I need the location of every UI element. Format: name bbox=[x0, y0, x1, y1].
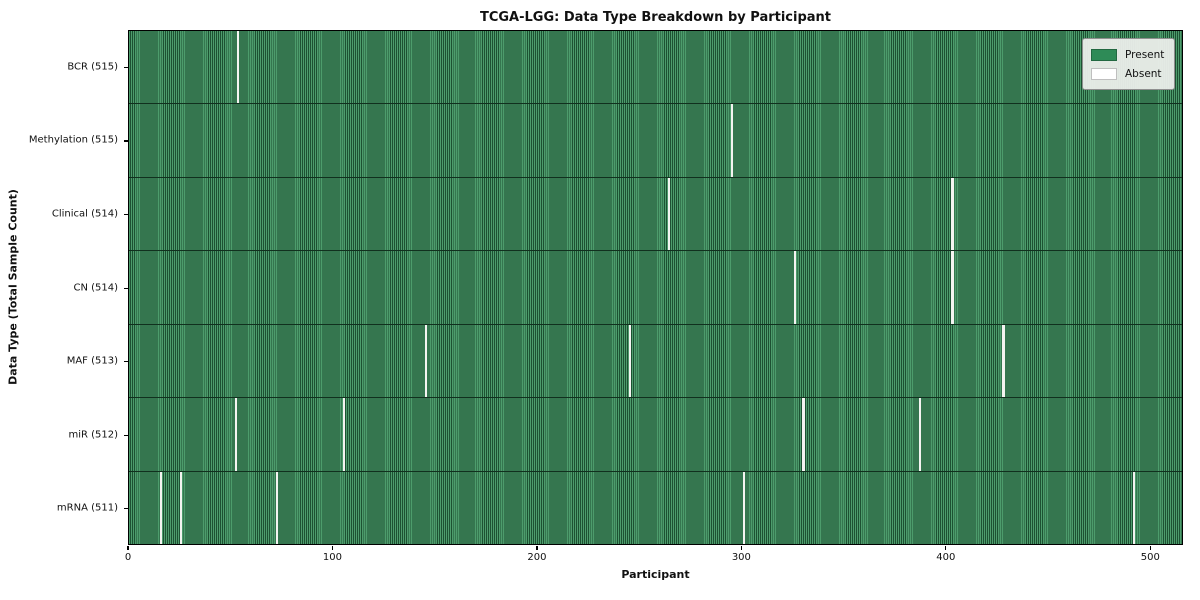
xtick-mark bbox=[740, 546, 742, 550]
ytick-label: miR (512) bbox=[68, 429, 118, 441]
heatmap-row-clinical bbox=[129, 176, 1182, 251]
ytick-mark bbox=[124, 287, 128, 289]
y-axis: BCR (515) Methylation (515) Clinical (514)… bbox=[0, 30, 122, 545]
heatmap-row-cn bbox=[129, 250, 1182, 324]
xtick-label: 300 bbox=[731, 552, 751, 563]
xtick-label: 500 bbox=[1140, 552, 1160, 563]
absent-marker bbox=[628, 324, 632, 398]
absent-marker bbox=[667, 177, 670, 251]
absent-swatch-icon bbox=[1091, 67, 1117, 80]
absent-marker bbox=[1132, 471, 1136, 544]
ytick-label: Clinical (514) bbox=[51, 208, 118, 220]
legend-label: Present bbox=[1125, 48, 1165, 61]
heatmap-row-mir bbox=[129, 397, 1182, 471]
legend-label: Absent bbox=[1125, 67, 1162, 80]
absent-marker bbox=[918, 398, 921, 471]
absent-marker bbox=[237, 31, 240, 104]
absent-marker bbox=[424, 324, 427, 398]
legend: Present Absent bbox=[1082, 38, 1176, 90]
absent-marker bbox=[730, 104, 734, 177]
chart-title: TCGA-LGG: Data Type Breakdown by Partici… bbox=[479, 10, 832, 25]
ytick-mark bbox=[124, 361, 128, 363]
ytick-mark bbox=[124, 66, 128, 68]
ytick-mark bbox=[124, 508, 128, 510]
absent-marker bbox=[951, 177, 954, 251]
xtick-label: 0 bbox=[124, 552, 132, 563]
legend-item-absent: Absent bbox=[1091, 64, 1164, 83]
xtick-mark bbox=[127, 546, 129, 550]
legend-item-present: Present bbox=[1091, 45, 1164, 64]
xtick-mark bbox=[1149, 546, 1151, 550]
present-swatch-icon bbox=[1091, 48, 1117, 61]
ytick-label: BCR (515) bbox=[67, 61, 118, 73]
ytick-label: CN (514) bbox=[73, 282, 118, 293]
absent-marker bbox=[794, 251, 797, 324]
ytick-mark bbox=[124, 213, 128, 216]
ytick-mark bbox=[124, 434, 128, 436]
xtick-mark bbox=[331, 546, 334, 550]
heatmap-row-mrna bbox=[129, 470, 1182, 544]
heatmap-row-bcr bbox=[129, 31, 1182, 104]
xtick-label: 200 bbox=[527, 552, 547, 563]
absent-marker bbox=[802, 398, 805, 471]
absent-marker bbox=[235, 398, 238, 471]
absent-marker bbox=[179, 471, 183, 544]
ytick-label: MAF (513) bbox=[66, 355, 118, 367]
absent-marker bbox=[1002, 324, 1005, 398]
xtick-mark bbox=[945, 546, 947, 550]
absent-marker bbox=[275, 471, 279, 544]
ytick-label: Methylation (515) bbox=[28, 134, 118, 146]
x-axis-label: Participant bbox=[621, 568, 690, 581]
plot-area bbox=[128, 30, 1183, 545]
xtick-label: 100 bbox=[322, 552, 342, 563]
absent-marker bbox=[343, 398, 346, 471]
heatmap-row-methylation bbox=[129, 103, 1182, 177]
xtick-mark bbox=[536, 546, 538, 550]
ytick-label: mRNA (511) bbox=[56, 502, 118, 514]
heatmap-row-maf bbox=[129, 323, 1182, 398]
x-axis: 0 100 200 300 400 500 bbox=[124, 545, 1183, 575]
xtick-label: 400 bbox=[936, 552, 956, 563]
ytick-mark bbox=[124, 140, 128, 142]
absent-marker bbox=[743, 471, 746, 544]
absent-marker bbox=[951, 251, 954, 324]
absent-marker bbox=[159, 471, 162, 544]
